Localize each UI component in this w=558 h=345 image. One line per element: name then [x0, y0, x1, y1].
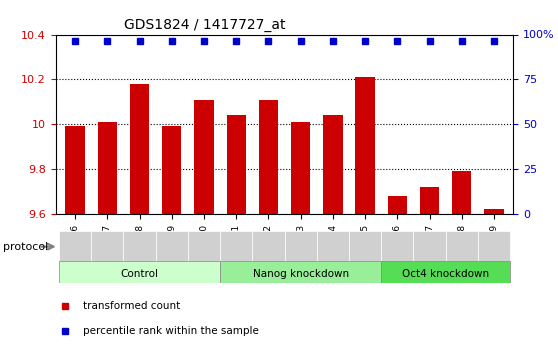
- Text: Control: Control: [121, 269, 158, 278]
- FancyBboxPatch shape: [156, 231, 188, 262]
- Bar: [194, 100, 214, 214]
- FancyBboxPatch shape: [59, 231, 92, 262]
- Bar: [323, 115, 343, 214]
- Bar: [130, 84, 149, 214]
- FancyBboxPatch shape: [188, 231, 220, 262]
- Bar: [98, 122, 117, 214]
- FancyBboxPatch shape: [381, 261, 510, 283]
- Text: protocol: protocol: [3, 242, 48, 252]
- Bar: [452, 171, 472, 214]
- Bar: [355, 77, 375, 214]
- FancyBboxPatch shape: [220, 231, 252, 262]
- FancyBboxPatch shape: [92, 231, 123, 262]
- Bar: [388, 196, 407, 214]
- Bar: [259, 100, 278, 214]
- FancyBboxPatch shape: [349, 231, 381, 262]
- Bar: [65, 127, 85, 214]
- Bar: [291, 122, 310, 214]
- Bar: [162, 127, 181, 214]
- FancyBboxPatch shape: [413, 231, 446, 262]
- Text: Nanog knockdown: Nanog knockdown: [253, 269, 349, 278]
- FancyBboxPatch shape: [478, 231, 510, 262]
- FancyBboxPatch shape: [285, 231, 317, 262]
- Bar: [484, 209, 504, 214]
- Bar: [420, 187, 439, 214]
- Text: percentile rank within the sample: percentile rank within the sample: [83, 326, 259, 336]
- Text: Oct4 knockdown: Oct4 knockdown: [402, 269, 489, 278]
- FancyBboxPatch shape: [252, 231, 285, 262]
- FancyBboxPatch shape: [59, 261, 220, 283]
- Text: transformed count: transformed count: [83, 302, 180, 311]
- Text: GDS1824 / 1417727_at: GDS1824 / 1417727_at: [124, 18, 286, 32]
- FancyBboxPatch shape: [446, 231, 478, 262]
- FancyBboxPatch shape: [381, 231, 413, 262]
- FancyBboxPatch shape: [220, 261, 381, 283]
- FancyBboxPatch shape: [123, 231, 156, 262]
- Bar: [227, 115, 246, 214]
- FancyBboxPatch shape: [317, 231, 349, 262]
